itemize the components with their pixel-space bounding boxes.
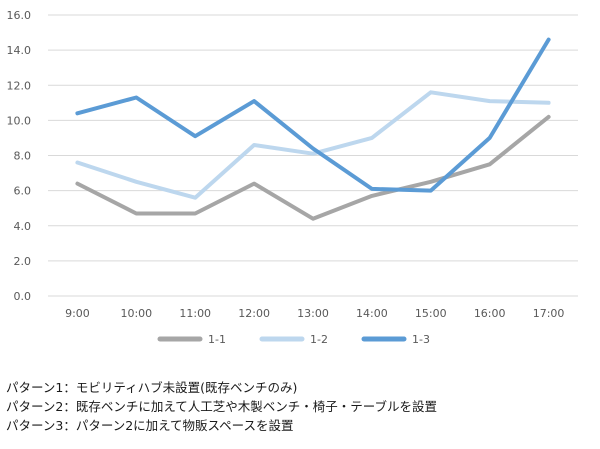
y-tick-label: 2.0: [14, 255, 32, 268]
x-tick-label: 17:00: [533, 307, 565, 320]
legend-label-1-2: 1-2: [310, 333, 328, 346]
x-tick-label: 13:00: [297, 307, 329, 320]
y-tick-label: 8.0: [14, 150, 32, 163]
y-tick-label: 16.0: [7, 9, 32, 22]
series-line-1-2: [75, 90, 551, 200]
legend: 1-1 1-2 1-3: [157, 333, 430, 346]
y-tick-label: 6.0: [14, 185, 32, 198]
y-tick-label: 0.0: [14, 290, 32, 303]
y-tick-label: 14.0: [7, 44, 32, 57]
series-line-1-1: [75, 114, 551, 221]
y-tick-label: 4.0: [14, 220, 32, 233]
x-tick-label: 14:00: [356, 307, 388, 320]
y-axis-ticks: 0.0 2.0 4.0 6.0 8.0 10.0 12.0 14.0 16.0: [7, 9, 32, 303]
x-tick-label: 11:00: [179, 307, 211, 320]
note-pattern-3: パターン3：パターン2に加えて物販スペースを設置: [6, 418, 294, 433]
x-axis-ticks: 9:00 10:00 11:00 12:00 13:00 14:00 15:00 16:00 1…: [65, 307, 564, 320]
y-tick-label: 10.0: [7, 114, 32, 127]
series-lines: [75, 37, 551, 221]
x-tick-label: 10:00: [120, 307, 152, 320]
note-pattern-1: パターン1：モビリティハブ未設置(既存ベンチのみ): [6, 380, 298, 395]
x-tick-label: 16:00: [474, 307, 506, 320]
pattern-notes: パターン1：モビリティハブ未設置(既存ベンチのみ) パターン2：既存ベンチに加え…: [6, 378, 596, 435]
note-pattern-2: パターン2：既存ベンチに加えて人工芝や木製ベンチ・椅子・テーブルを設置: [6, 399, 437, 414]
legend-label-1-3: 1-3: [412, 333, 430, 346]
x-tick-label: 12:00: [238, 307, 270, 320]
line-chart: 0.0 2.0 4.0 6.0 8.0 10.0 12.0 14.0 16.0 9:00 10:0…: [7, 9, 578, 346]
x-tick-label: 9:00: [65, 307, 90, 320]
y-tick-label: 12.0: [7, 79, 32, 92]
x-tick-label: 15:00: [415, 307, 447, 320]
series-line-1-3: [75, 37, 551, 193]
legend-label-1-1: 1-1: [208, 333, 226, 346]
